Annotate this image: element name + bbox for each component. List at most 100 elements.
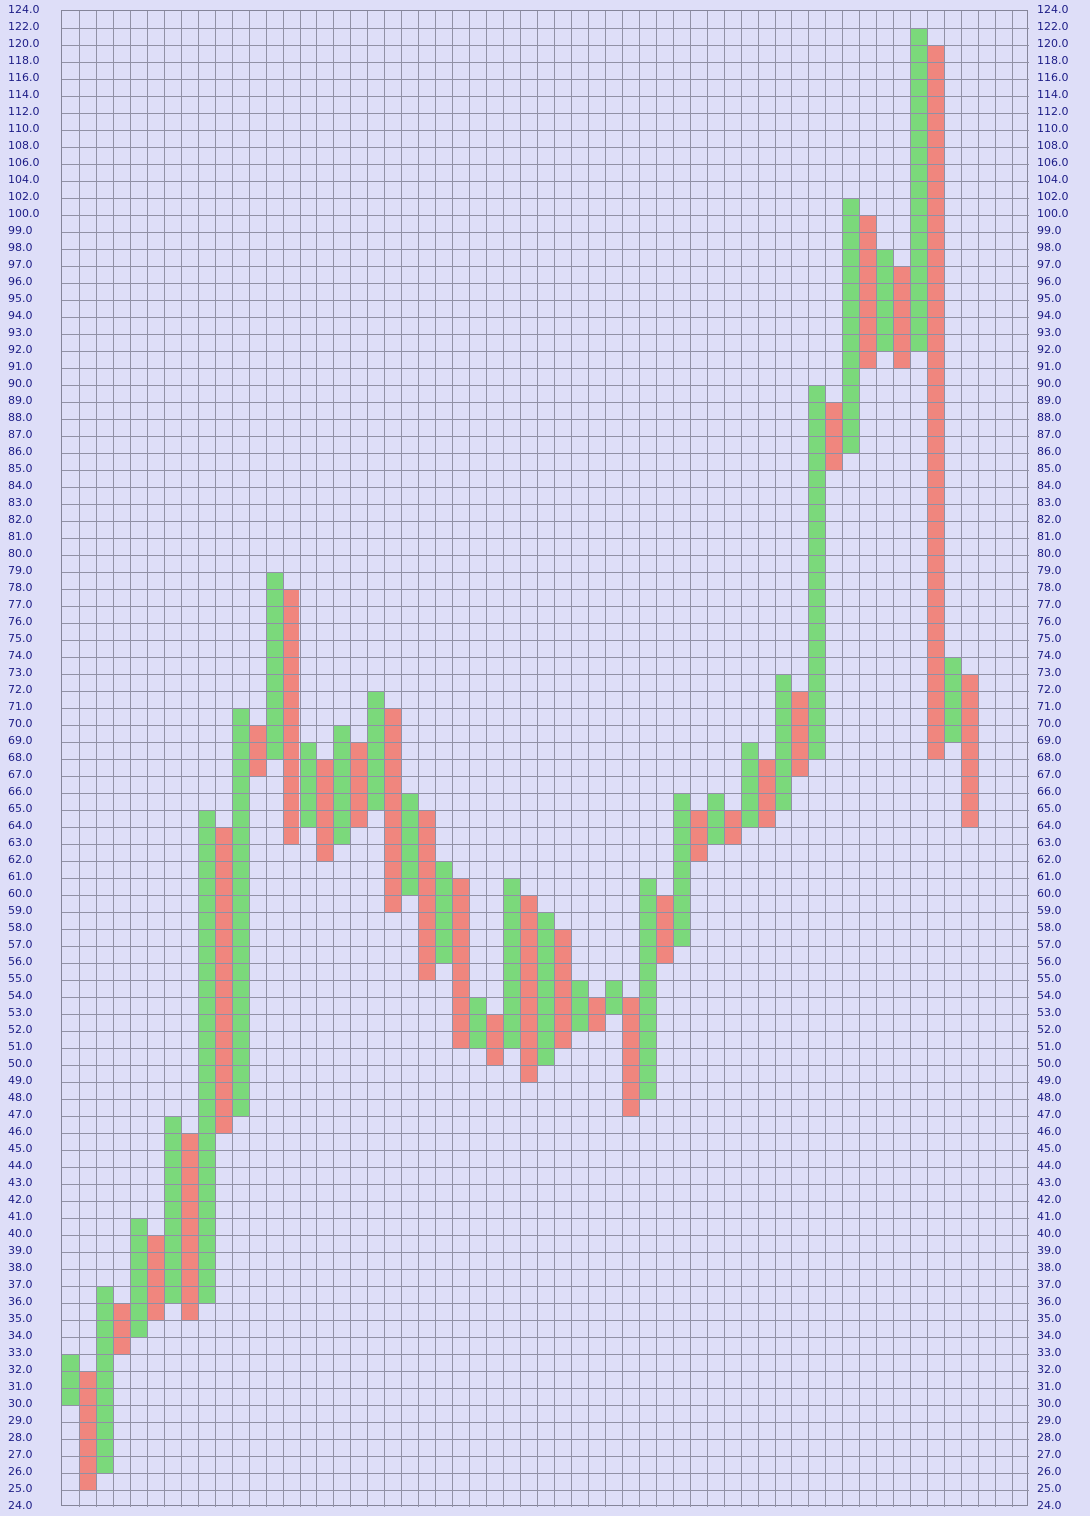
grid-line-horizontal [62,1048,1029,1049]
y-axis-label-left: 81.0 [8,530,33,543]
grid-line-horizontal [62,419,1029,420]
y-axis-label-left: 97.0 [8,258,33,271]
y-axis-label-right: 43.0 [1037,1176,1062,1189]
renko-brick-down [859,215,877,368]
renko-brick-down [689,810,707,861]
grid-line-horizontal [62,79,1029,80]
y-axis-label-right: 70.0 [1037,717,1062,730]
y-axis-label-left: 29.0 [8,1414,33,1427]
renko-brick-up [638,878,656,1099]
y-axis-label-left: 64.0 [8,819,33,832]
y-axis-label-left: 116.0 [8,71,40,84]
grid-line-horizontal [62,742,1029,743]
renko-brick-down [486,1014,504,1065]
grid-line-horizontal [62,1422,1029,1423]
y-axis-label-right: 34.0 [1037,1329,1062,1342]
renko-brick-up [842,198,860,453]
y-axis-label-right: 71.0 [1037,700,1062,713]
grid-line-horizontal [62,555,1029,556]
y-axis-label-left: 40.0 [8,1227,33,1240]
y-axis-label-right: 74.0 [1037,649,1062,662]
renko-brick-down [146,1235,164,1320]
y-axis-label-right: 56.0 [1037,955,1062,968]
grid-line-horizontal [62,878,1029,879]
grid-line-horizontal [62,946,1029,947]
grid-line-horizontal [62,776,1029,777]
grid-line-horizontal [62,1405,1029,1406]
y-axis-label-right: 92.0 [1037,343,1062,356]
y-axis-label-right: 76.0 [1037,615,1062,628]
grid-line-horizontal [62,1031,1029,1032]
grid-line-horizontal [62,402,1029,403]
y-axis-label-left: 26.0 [8,1465,33,1478]
grid-line-horizontal [62,1371,1029,1372]
grid-line-horizontal [62,1337,1029,1338]
y-axis-label-left: 94.0 [8,309,33,322]
y-axis-label-left: 85.0 [8,462,33,475]
y-axis-label-right: 104.0 [1037,173,1069,186]
y-axis-label-right: 108.0 [1037,139,1069,152]
y-axis-label-right: 26.0 [1037,1465,1062,1478]
y-axis-label-left: 28.0 [8,1431,33,1444]
y-axis-label-left: 43.0 [8,1176,33,1189]
renko-brick-down [553,929,571,1048]
y-axis-label-right: 60.0 [1037,887,1062,900]
renko-brick-up [333,725,351,844]
y-axis-label-left: 56.0 [8,955,33,968]
grid-line-horizontal [62,487,1029,488]
y-axis-label-right: 27.0 [1037,1448,1062,1461]
grid-line-horizontal [62,1150,1029,1151]
renko-brick-up [537,912,554,1065]
renko-brick-up [95,1286,113,1473]
grid-line-horizontal [62,1201,1029,1202]
y-axis-label-left: 54.0 [8,989,33,1002]
y-axis-label-left: 52.0 [8,1023,33,1036]
y-axis-label-right: 66.0 [1037,785,1062,798]
grid-line-horizontal [62,266,1029,267]
grid-line-horizontal [62,164,1029,165]
renko-brick-up [265,572,283,759]
y-axis-label-right: 57.0 [1037,938,1062,951]
y-axis-label-right: 116.0 [1037,71,1069,84]
y-axis-label-right: 97.0 [1037,258,1062,271]
y-axis-label-left: 42.0 [8,1193,33,1206]
y-axis-label-right: 49.0 [1037,1074,1062,1087]
y-axis-label-left: 63.0 [8,836,33,849]
grid-line-horizontal [62,215,1029,216]
grid-line-horizontal [62,725,1029,726]
y-axis-label-right: 93.0 [1037,326,1062,339]
grid-line-horizontal [62,28,1029,29]
renko-brick-down [248,725,266,776]
grid-line-horizontal [62,1252,1029,1253]
grid-line-horizontal [62,317,1029,318]
y-axis-label-right: 86.0 [1037,445,1062,458]
y-axis-label-right: 64.0 [1037,819,1062,832]
grid-line-horizontal [62,589,1029,590]
grid-line-horizontal [62,1235,1029,1236]
y-axis-label-left: 122.0 [8,20,40,33]
grid-line-horizontal [62,504,1029,505]
grid-line-horizontal [62,1116,1029,1117]
y-axis-label-left: 31.0 [8,1380,33,1393]
y-axis-label-left: 33.0 [8,1346,33,1359]
renko-brick-down [180,1133,198,1320]
y-axis-label-left: 96.0 [8,275,33,288]
renko-brick-down [791,691,809,776]
y-axis-label-right: 124.0 [1037,3,1069,16]
renko-brick-up [299,742,317,827]
y-axis-label-right: 73.0 [1037,666,1062,679]
y-axis-label-left: 68.0 [8,751,33,764]
y-axis-label-right: 28.0 [1037,1431,1062,1444]
y-axis-label-right: 37.0 [1037,1278,1062,1291]
y-axis-label-left: 95.0 [8,292,33,305]
y-axis-label-left: 51.0 [8,1040,33,1053]
y-axis-label-right: 112.0 [1037,105,1069,118]
grid-line-horizontal [62,232,1029,233]
grid-line-horizontal [62,300,1029,301]
grid-line-horizontal [62,861,1029,862]
grid-line-horizontal [62,368,1029,369]
renko-brick-up [570,980,588,1031]
y-axis-label-right: 24.0 [1037,1499,1062,1512]
y-axis-label-left: 71.0 [8,700,33,713]
y-axis-label-left: 32.0 [8,1363,33,1376]
